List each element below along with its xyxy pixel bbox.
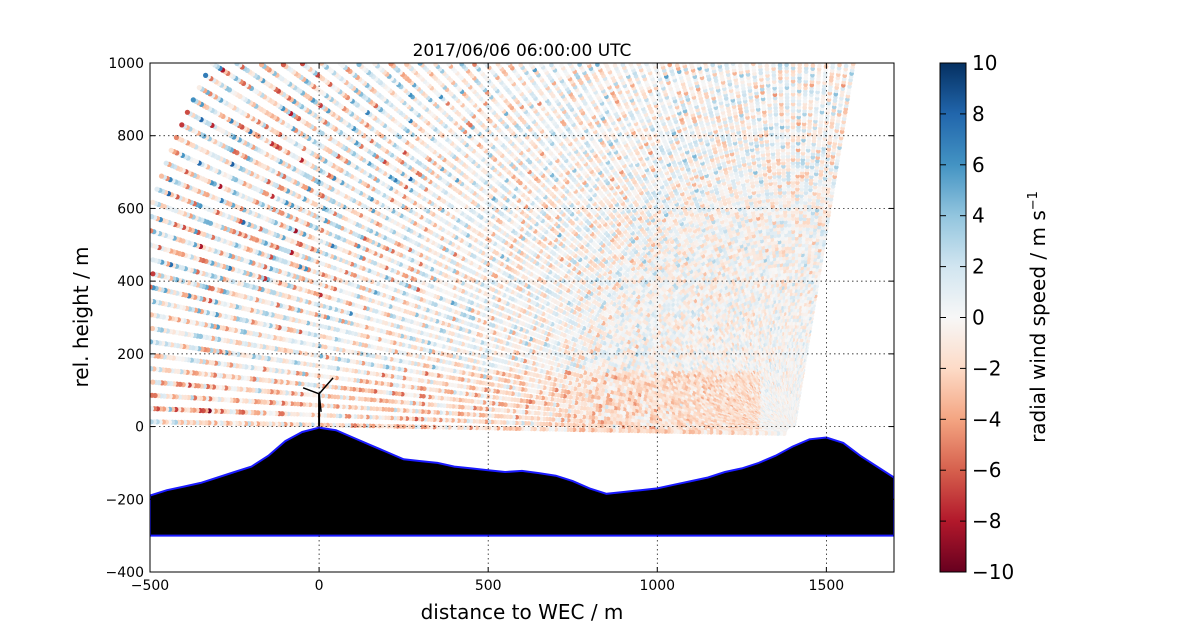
scan-point xyxy=(809,220,815,226)
scan-point xyxy=(807,190,813,196)
scan-point xyxy=(817,178,823,184)
scan-point xyxy=(811,148,816,154)
scan-point xyxy=(815,155,820,161)
scan-point xyxy=(837,63,842,68)
scan-point xyxy=(821,93,826,99)
scan-point xyxy=(820,103,825,108)
scan-point xyxy=(644,63,649,67)
scan-point xyxy=(811,138,817,144)
scan-point xyxy=(652,63,657,67)
scan-point xyxy=(826,100,831,106)
scan-point xyxy=(805,226,810,232)
scan-point xyxy=(850,63,856,67)
chart-title: 2017/06/06 06:00:00 UTC xyxy=(413,41,632,61)
scan-point xyxy=(817,132,823,138)
scan-point xyxy=(809,171,814,176)
scan-point xyxy=(809,164,815,170)
scan-point xyxy=(808,230,814,235)
scan-point xyxy=(813,175,819,180)
scan-point xyxy=(764,63,770,69)
scan-point xyxy=(806,217,811,222)
scan-point xyxy=(819,165,824,171)
scan-point xyxy=(808,227,814,232)
scan-point xyxy=(807,197,812,202)
scan-point xyxy=(814,168,819,174)
scan-point xyxy=(815,152,821,157)
scan-point xyxy=(612,63,618,68)
scan-point xyxy=(825,107,831,112)
scan-point xyxy=(817,63,822,69)
scan-point xyxy=(689,63,694,67)
scan-point xyxy=(812,132,817,137)
scan-point xyxy=(811,145,816,150)
scan-point xyxy=(730,63,736,67)
scan-point xyxy=(814,162,820,167)
scan-point xyxy=(808,184,813,189)
scan-point xyxy=(810,158,815,163)
scan-point xyxy=(818,172,824,177)
scan-point xyxy=(811,237,817,242)
scan-point xyxy=(812,224,818,229)
scan-point xyxy=(821,87,827,92)
scan-point xyxy=(806,213,811,219)
scan-point xyxy=(636,63,641,67)
scan-point xyxy=(751,63,756,67)
scan-point xyxy=(810,214,815,219)
scan-point xyxy=(843,63,849,69)
scan-point xyxy=(818,126,823,131)
scan-point xyxy=(819,116,824,121)
scan-point xyxy=(812,128,817,134)
scan-point xyxy=(807,243,812,248)
scan-point xyxy=(810,243,816,249)
scan-point xyxy=(812,230,817,236)
scan-point xyxy=(822,77,828,82)
scan-point xyxy=(813,119,818,124)
scan-point xyxy=(822,80,827,86)
scan-point xyxy=(817,185,822,190)
scan-point xyxy=(807,200,812,206)
lidar-scan-points xyxy=(150,63,856,437)
scan-point xyxy=(830,63,836,67)
scan-point xyxy=(812,122,818,127)
scan-point xyxy=(812,184,818,190)
plot-area xyxy=(150,63,894,572)
scan-point xyxy=(813,178,818,183)
scan-point xyxy=(816,139,822,144)
scan-point xyxy=(804,243,809,248)
scan-point xyxy=(820,100,826,105)
scan-point xyxy=(808,181,814,186)
scan-point xyxy=(810,63,816,68)
scan-point xyxy=(674,63,680,68)
scan-point xyxy=(810,155,816,160)
scan-point xyxy=(804,233,810,238)
scan-point xyxy=(812,191,817,196)
scan-point xyxy=(804,239,809,245)
scan-point xyxy=(819,109,825,115)
scan-point xyxy=(808,236,813,242)
scan-point xyxy=(803,249,809,255)
scan-point xyxy=(816,145,821,151)
scan-point xyxy=(811,197,817,203)
scan-point xyxy=(737,63,743,69)
scan-point xyxy=(559,63,564,68)
scan-point xyxy=(567,63,572,66)
scan-point xyxy=(696,63,702,68)
scan-point xyxy=(818,122,823,128)
scan-point xyxy=(809,174,814,180)
scan-point xyxy=(811,201,816,206)
scan-point xyxy=(771,63,776,68)
scan-point xyxy=(805,223,811,229)
scan-point xyxy=(823,70,828,76)
